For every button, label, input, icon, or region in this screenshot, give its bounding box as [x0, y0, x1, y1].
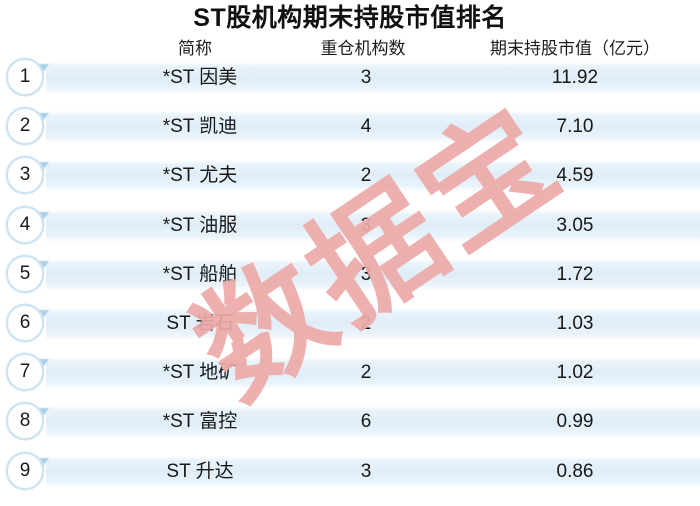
cell-stock-name: *ST 凯迪 [162, 116, 238, 138]
rank-badge: 1 [8, 60, 42, 94]
rank-number: 6 [19, 312, 31, 333]
row-band [46, 111, 700, 144]
cell-market-value: 1.72 [556, 263, 594, 285]
cell-market-value: 4.59 [556, 165, 594, 187]
table-row: 6 ST 岩石 2 1.03 [0, 306, 700, 354]
rank-badge: 7 [8, 355, 42, 390]
rank-badge: 5 [8, 256, 42, 291]
row-band [46, 62, 700, 94]
row-band [46, 406, 700, 439]
cell-stock-name: *ST 地矿 [162, 362, 238, 384]
rank-number: 8 [19, 410, 31, 432]
cell-institution-count: 3 [360, 67, 372, 88]
row-band [46, 357, 700, 390]
row-band [46, 308, 700, 340]
table-row: 8 *ST 富控 6 0.99 [0, 404, 700, 452]
rank-number: 9 [19, 459, 31, 481]
cell-institution-count: 3 [360, 460, 372, 482]
rank-number: 4 [19, 213, 31, 235]
rank-number: 7 [19, 361, 31, 383]
cell-market-value: 3.05 [556, 214, 594, 236]
rank-badge: 8 [8, 404, 42, 439]
rank-badge: 4 [8, 207, 42, 242]
row-band [46, 258, 700, 291]
row-band [46, 455, 700, 488]
rank-number: 5 [19, 262, 31, 284]
cell-institution-count: 3 [360, 214, 372, 236]
table-header-row: 简称 重仓机构数 期末持股市值（亿元） [0, 38, 700, 60]
column-header-market-value: 期末持股市值（亿元） [490, 39, 660, 58]
cell-stock-name: *ST 船舶 [162, 263, 238, 285]
cell-institution-count: 3 [360, 263, 372, 285]
cell-market-value: 0.86 [556, 460, 594, 482]
row-band [46, 209, 700, 242]
cell-stock-name: ST 岩石 [166, 313, 234, 334]
cell-stock-name: *ST 因美 [162, 67, 238, 88]
cell-stock-name: *ST 油服 [162, 214, 238, 236]
rank-badge: 9 [8, 453, 42, 488]
cell-stock-name: *ST 尤夫 [162, 165, 238, 187]
cell-market-value: 7.10 [556, 116, 594, 138]
rank-number: 3 [19, 164, 31, 186]
cell-institution-count: 2 [360, 165, 372, 187]
table-row: 4 *ST 油服 3 3.05 [0, 207, 700, 256]
cell-market-value: 0.99 [556, 411, 594, 433]
rank-badge: 2 [8, 109, 42, 144]
table-row: 2 *ST 凯迪 4 7.10 [0, 109, 700, 157]
column-header-name: 简称 [178, 39, 212, 58]
page-title: ST股机构期末持股市值排名 [193, 4, 507, 32]
table-row: 9 ST 升达 3 0.86 [0, 453, 700, 502]
cell-market-value: 11.92 [551, 67, 599, 88]
cell-stock-name: *ST 富控 [162, 411, 238, 433]
table-row: 1 *ST 因美 3 11.92 [0, 60, 700, 108]
cell-institution-count: 4 [360, 116, 372, 138]
column-header-institution-count: 重仓机构数 [320, 39, 406, 58]
table-row: 3 *ST 尤夫 2 4.59 [0, 158, 700, 206]
table-row: 7 *ST 地矿 2 1.02 [0, 355, 700, 403]
rank-number: 1 [19, 66, 31, 87]
cell-stock-name: ST 升达 [166, 460, 234, 482]
rank-number: 2 [19, 115, 31, 137]
rank-badge: 3 [8, 158, 42, 193]
cell-market-value: 1.02 [556, 362, 594, 384]
cell-institution-count: 2 [360, 313, 372, 334]
cell-institution-count: 2 [360, 362, 372, 384]
rank-badge: 6 [8, 306, 42, 340]
table-row: 5 *ST 船舶 3 1.72 [0, 256, 700, 305]
cell-market-value: 1.03 [556, 313, 594, 334]
cell-institution-count: 6 [360, 411, 372, 433]
row-band [46, 160, 700, 193]
